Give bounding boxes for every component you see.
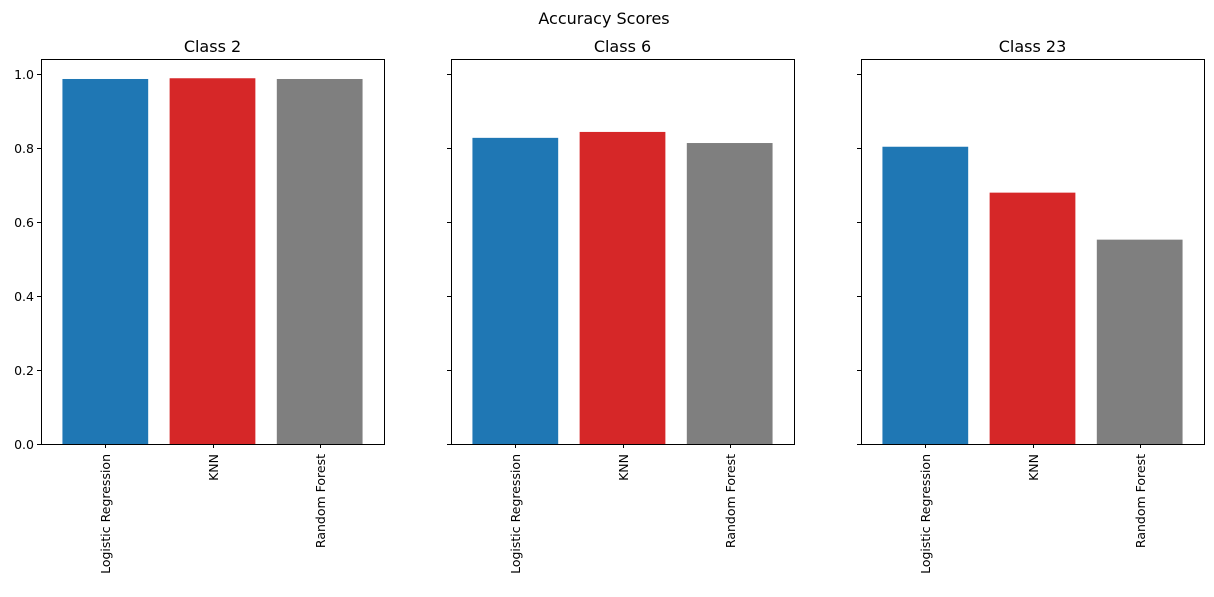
x-tick-label-knn: KNN [616,454,631,481]
x-tick-label-knn: KNN [1026,454,1041,481]
y-tick-label: 0.2 [14,363,34,378]
y-tick-label: 0.8 [14,141,34,156]
panel-title: Class 6 [594,37,651,56]
chart-panel-class-2: Class 2 0.0 0.2 0.4 0.6 0.8 1.0 Logistic Regres… [14,37,385,574]
bar-logistic-regression [472,137,559,444]
bar-logistic-regression [882,146,969,445]
chart-panels: Class 2 0.0 0.2 0.4 0.6 0.8 1.0 Logistic Regres… [14,37,1205,574]
bar-random-forest [276,78,363,445]
x-tick-label-knn: KNN [206,454,221,481]
chart-panel-class-6: Class 6 Logistic Regression KNN Random Fore… [447,37,795,574]
bar-knn [169,78,256,444]
y-tick-label: 0.6 [14,215,34,230]
panel-title: Class 23 [999,37,1067,56]
panel-title: Class 2 [184,37,241,56]
bar-random-forest [1096,239,1183,444]
figure-suptitle: Accuracy Scores [538,9,669,28]
x-tick-label-random-forest: Random Forest [1133,454,1148,548]
x-tick-label-random-forest: Random Forest [313,454,328,548]
bar-knn [989,192,1076,444]
x-tick-label-random-forest: Random Forest [723,454,738,548]
bar-knn [579,131,666,444]
x-tick-label-logistic-regression: Logistic Regression [918,454,933,574]
bar-random-forest [686,143,773,444]
y-tick-label: 1.0 [14,67,34,82]
x-tick-label-logistic-regression: Logistic Regression [98,454,113,574]
y-tick-label: 0.0 [14,437,34,452]
bar-logistic-regression [62,78,149,445]
x-tick-label-logistic-regression: Logistic Regression [508,454,523,574]
chart-panel-class-23: Class 23 Logistic Regression KNN Random For… [857,37,1205,574]
y-tick-label: 0.4 [14,289,34,304]
